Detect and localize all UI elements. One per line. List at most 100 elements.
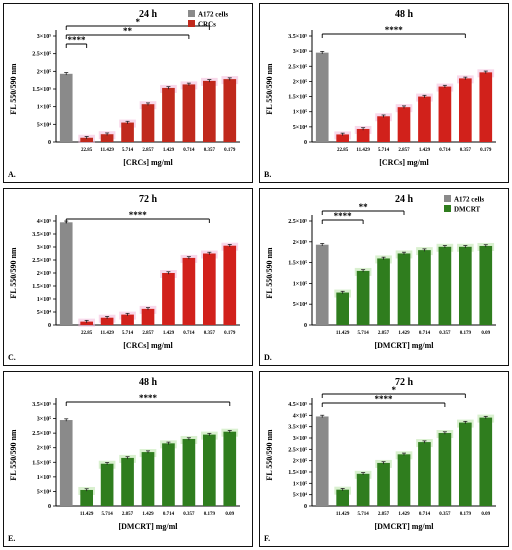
x-axis-label: [CRCs] mg/ml	[123, 158, 173, 167]
x-axis-label: [CRCs] mg/ml	[123, 341, 173, 350]
y-tick-label: 3.5×10⁵	[32, 402, 51, 408]
legend-swatch	[188, 20, 195, 27]
data-bar	[336, 292, 350, 325]
data-bar	[100, 134, 114, 142]
panel-f: 72 h FL 550/590 nm 0 5×10⁴ 1×10⁵ 1.5×10⁵ 2×10⁵…	[259, 371, 509, 547]
x-tick-label: 0.357	[439, 331, 451, 336]
y-tick-label: 5×10⁴	[293, 493, 307, 499]
data-bar	[438, 86, 452, 142]
x-tick-label: 11.429	[100, 331, 114, 336]
y-tick-label: 5×10⁴	[37, 310, 51, 316]
panel-a: 24 h FL 550/590 nm 0 5×10⁴ 1×10⁵ 1.5×10⁵ 2×10⁵…	[3, 3, 253, 183]
y-axis-label: FL 550/590 nm	[9, 63, 18, 114]
significance-label: **	[123, 26, 133, 36]
panel-d: 24 h FL 550/590 nm 0 5×10⁴ 1×10⁵ 1.5×10⁵ 2×10⁵…	[259, 188, 509, 366]
data-bar	[479, 245, 493, 325]
data-bar	[356, 270, 370, 325]
x-tick-label: 0.357	[439, 512, 451, 517]
y-tick-label: 1.5×10⁵	[32, 284, 51, 290]
y-tick-label: 2.5×10⁵	[288, 219, 307, 225]
y-tick-label: 0	[48, 504, 51, 510]
control-bar	[59, 420, 73, 506]
x-tick-label: 0.714	[163, 512, 175, 517]
x-tick-label: 0.179	[204, 512, 216, 517]
x-tick-label: 1.429	[163, 148, 175, 153]
x-tick-label: 2.857	[122, 512, 134, 517]
x-tick-label: 11.429	[80, 512, 94, 517]
x-tick-label: 5.714	[357, 512, 369, 517]
panel-label: F.	[264, 534, 270, 543]
x-tick-label: 0.09	[481, 512, 490, 517]
y-axis-label: FL 550/590 nm	[265, 63, 274, 114]
legend-label: A172 cells	[454, 196, 484, 204]
x-tick-label: 0.179	[460, 512, 472, 517]
x-tick-label: 0.09	[481, 331, 490, 336]
y-tick-label: 3.5×10⁵	[32, 232, 51, 238]
panel-label: A.	[8, 170, 16, 179]
x-tick-label: 1.429	[398, 331, 410, 336]
chart-d: 24 h FL 550/590 nm 0 5×10⁴ 1×10⁵ 1.5×10⁵ 2×10⁵…	[264, 194, 496, 362]
x-tick-label: 11.429	[336, 331, 350, 336]
y-tick-label: 2.5×10⁵	[32, 52, 51, 58]
control-bar	[59, 73, 73, 142]
data-bar	[100, 317, 114, 325]
chart-title: 24 h	[139, 9, 158, 20]
data-bar	[80, 321, 94, 325]
data-bar	[141, 308, 155, 325]
y-tick-label: 2×10⁵	[293, 79, 307, 85]
legend-label: A172 cells	[198, 11, 228, 19]
chart-title: 48 h	[395, 9, 414, 20]
significance-label: ****	[385, 25, 404, 35]
data-bar	[336, 489, 350, 506]
y-tick-label: 1.5×10⁵	[288, 470, 307, 476]
x-tick-label: 0.357	[183, 512, 195, 517]
x-axis-label: [DMCRT] mg/ml	[374, 522, 434, 531]
data-bar	[223, 431, 237, 506]
y-tick-label: 2×10⁵	[293, 240, 307, 246]
y-axis-label: FL 550/590 nm	[265, 429, 274, 480]
y-tick-label: 0	[48, 323, 51, 329]
y-tick-label: 4×10⁵	[37, 219, 51, 225]
chart-a: 24 h FL 550/590 nm 0 5×10⁴ 1×10⁵ 1.5×10⁵ 2×10⁵…	[8, 9, 240, 179]
data-bar	[336, 134, 350, 142]
data-bar	[479, 72, 493, 142]
y-tick-label: 0	[48, 140, 51, 146]
data-bar	[182, 257, 196, 325]
significance-label: ****	[375, 394, 394, 404]
y-tick-label: 2.5×10⁵	[288, 447, 307, 453]
x-tick-label: 0.357	[204, 331, 216, 336]
data-bar	[377, 258, 390, 325]
x-axis-label: [DMCRT] mg/ml	[374, 341, 434, 350]
panel-label: B.	[264, 170, 271, 179]
legend-swatch	[444, 195, 451, 202]
data-bar	[223, 245, 237, 325]
chart-b: 48 h FL 550/590 nm 0 5×10⁴ 1×10⁵ 1.5×10⁵ 2×10⁵…	[264, 9, 496, 179]
panel-label: D.	[264, 353, 272, 362]
chart-title: 48 h	[139, 377, 158, 388]
data-bar	[377, 116, 390, 142]
data-bar	[438, 433, 452, 506]
data-bar	[223, 79, 237, 142]
x-tick-label: 0.179	[224, 148, 236, 153]
y-tick-label: 2×10⁵	[293, 459, 307, 465]
data-bar	[356, 473, 370, 506]
x-tick-label: 5.714	[357, 331, 369, 336]
legend-swatch	[188, 10, 195, 17]
y-tick-label: 5×10⁴	[293, 125, 307, 131]
x-tick-label: 2.857	[378, 512, 390, 517]
x-tick-label: 11.429	[336, 512, 350, 517]
significance-label: ****	[334, 211, 353, 221]
chart-e: 48 h FL 550/590 nm 0 5×10⁴ 1×10⁵ 1.5×10⁵ 2×10⁵…	[8, 377, 240, 543]
chart-title: 72 h	[139, 194, 158, 205]
x-tick-label: 22.85	[81, 331, 93, 336]
data-bar	[182, 438, 196, 506]
panel-c: 72 h FL 550/590 nm 0 5×10⁴ 1×10⁵ 1.5×10⁵ 2×10⁵…	[3, 188, 253, 366]
x-tick-label: 1.429	[163, 331, 175, 336]
data-bar	[121, 314, 134, 325]
y-tick-label: 3×10⁵	[293, 49, 307, 55]
data-bar	[418, 96, 431, 142]
control-bar	[315, 416, 329, 506]
y-tick-label: 3×10⁵	[37, 417, 51, 423]
y-tick-label: 1.5×10⁵	[288, 261, 307, 267]
data-bar	[202, 434, 216, 506]
